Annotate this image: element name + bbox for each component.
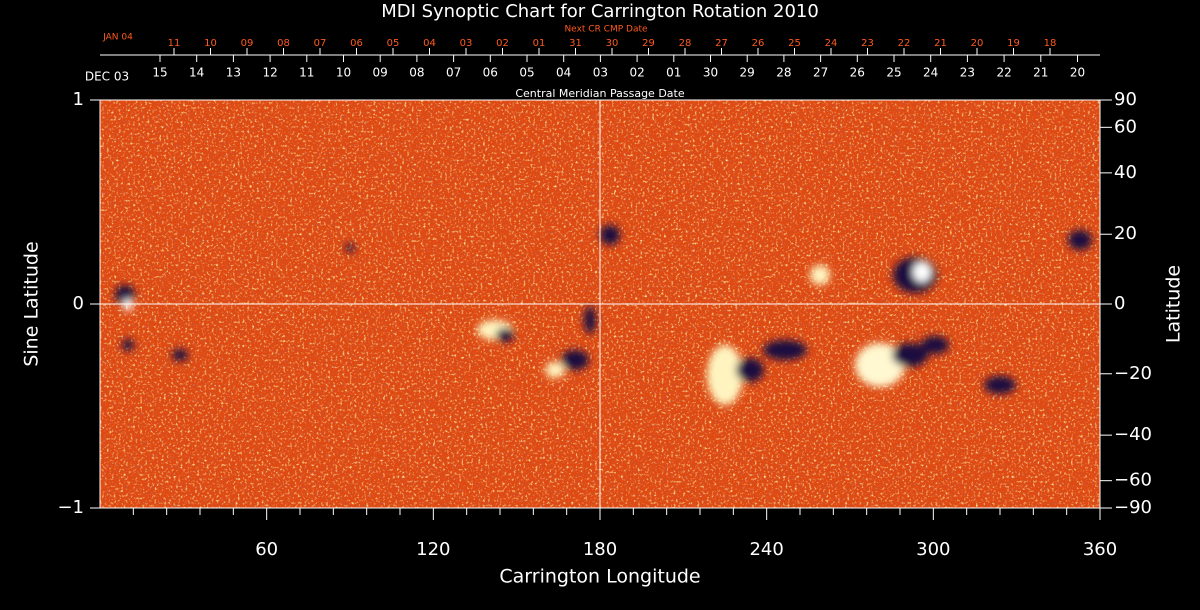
cmp-day: 29 (740, 66, 755, 80)
chart-title: MDI Synoptic Chart for Carrington Rotati… (381, 1, 819, 22)
next-cmp-day: 05 (387, 38, 400, 49)
cmp-day: 11 (299, 66, 314, 80)
cmp-day: 13 (226, 66, 241, 80)
next-cmp-day: 29 (642, 38, 655, 49)
next-cmp-day: 31 (569, 38, 582, 49)
next-cmp-day: 21 (934, 38, 947, 49)
cmp-title: Central Meridian Passage Date (515, 87, 684, 100)
y-tick-label: 1 (73, 89, 84, 110)
next-cmp-day: 23 (861, 38, 874, 49)
cmp-day: 03 (593, 66, 608, 80)
y2-tick-label: −90 (1114, 497, 1152, 518)
cmp-day: 23 (960, 66, 975, 80)
cmp-day: 30 (703, 66, 718, 80)
x-tick-label: 300 (916, 539, 950, 560)
next-cmp-day: 27 (715, 38, 728, 49)
next-cmp-day: 07 (314, 38, 327, 49)
next-cmp-day: 10 (204, 38, 217, 49)
next-cmp-day: 03 (460, 38, 473, 49)
x-tick-label: 240 (749, 539, 783, 560)
y2-tick-label: 90 (1114, 89, 1137, 110)
x-tick-label: 360 (1083, 539, 1117, 560)
next-cmp-day: 06 (350, 38, 363, 49)
y-tick-label: −1 (57, 497, 84, 518)
cmp-day: 07 (446, 66, 461, 80)
next-cmp-day: 24 (825, 38, 838, 49)
next-cmp-day: 25 (788, 38, 801, 49)
cmp-day: 24 (923, 66, 938, 80)
cmp-day: 14 (189, 66, 204, 80)
y2-tick-label: 60 (1114, 116, 1137, 137)
x-tick-label: 60 (255, 539, 278, 560)
next-cmp-day: 11 (168, 38, 181, 49)
y2-tick-label: −20 (1114, 363, 1152, 384)
cmp-day: 10 (336, 66, 351, 80)
next-cmp-day: 20 (971, 38, 984, 49)
cmp-day: 09 (373, 66, 388, 80)
next-cmp-day: 09 (241, 38, 254, 49)
cmp-day: 26 (850, 66, 865, 80)
y2-tick-label: −40 (1114, 424, 1152, 445)
next-cmp-day: 08 (277, 38, 290, 49)
cmp-day: 12 (262, 66, 277, 80)
cmp-day: 06 (483, 66, 498, 80)
x-axis-title: Carrington Longitude (499, 566, 700, 588)
cmp-day: 22 (996, 66, 1011, 80)
y2-tick-label: 40 (1114, 162, 1137, 183)
active-regions (115, 225, 1092, 405)
cmp-day: 01 (666, 66, 681, 80)
next-cmp-day: 22 (898, 38, 911, 49)
cmp-day: 08 (409, 66, 424, 80)
y2-tick-label: −60 (1114, 470, 1152, 491)
cmp-day: 15 (152, 66, 167, 80)
cmp-day: 02 (629, 66, 644, 80)
next-cmp-day: 02 (496, 38, 509, 49)
cmp-day: 04 (556, 66, 571, 80)
cmp-month: DEC 03 (85, 70, 129, 84)
next-cmp-month: JAN 04 (102, 33, 133, 43)
next-cmp-title: Next CR CMP Date (564, 25, 648, 35)
y2-tick-label: 20 (1114, 223, 1137, 244)
next-cmp-day: 04 (423, 38, 436, 49)
cmp-day: 05 (519, 66, 534, 80)
cmp-day: 27 (813, 66, 828, 80)
next-cmp-day: 18 (1044, 38, 1057, 49)
x-tick-label: 180 (583, 539, 617, 560)
y2-axis-title: Latitude (1163, 265, 1185, 343)
cmp-day: 21 (1033, 66, 1048, 80)
x-tick-label: 120 (416, 539, 450, 560)
next-cmp-day: 28 (679, 38, 692, 49)
y-axis-title: Sine Latitude (21, 241, 43, 366)
next-cmp-day: 01 (533, 38, 546, 49)
next-cmp-day: 26 (752, 38, 765, 49)
cmp-day: 28 (776, 66, 791, 80)
y2-tick-label: 0 (1114, 293, 1125, 314)
y-tick-label: 0 (73, 293, 84, 314)
cmp-day: 20 (1070, 66, 1085, 80)
next-cmp-day: 30 (606, 38, 619, 49)
cmp-day: 25 (886, 66, 901, 80)
next-cmp-day: 19 (1007, 38, 1020, 49)
